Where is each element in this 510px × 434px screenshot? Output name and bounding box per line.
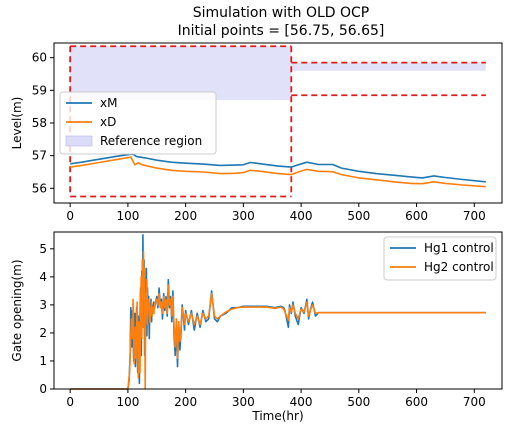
y-tick-label: 56 [32, 181, 47, 195]
series-line-xd [70, 156, 486, 188]
x-axis-label: Time(hr) [251, 409, 303, 423]
legend-label: Hg2 control [424, 260, 494, 274]
x-tick-label: 100 [116, 395, 139, 409]
legend: Hg1 control Hg2 control [383, 236, 497, 281]
gate-opening-plot: 0 100 200 300 400 500 600 700 0 1 2 3 4 5 Gate opening… [10, 231, 503, 423]
legend-label: Reference region [100, 134, 202, 148]
x-tick-label: 300 [232, 209, 255, 223]
x-tick-label: 600 [405, 395, 428, 409]
series-line-xm [70, 153, 486, 183]
y-tick-label: 4 [39, 270, 47, 284]
legend-box [59, 91, 217, 155]
reference-fill-1 [70, 46, 292, 101]
legend-label: xD [100, 115, 116, 129]
series-line-hg2-control [70, 250, 486, 390]
plot-frame [53, 231, 503, 390]
y-tick-label: 5 [39, 242, 47, 256]
x-tick-label: 500 [347, 209, 370, 223]
y-tick-label: 3 [39, 298, 47, 312]
x-tick-label: 100 [116, 209, 139, 223]
legend-swatch-reference [65, 135, 93, 147]
x-tick-label: 700 [463, 209, 486, 223]
x-tick-label: 0 [66, 209, 74, 223]
legend: xM xD Reference region [59, 91, 217, 155]
legend-label: Hg1 control [424, 241, 494, 255]
legend-label: xM [100, 96, 117, 110]
x-tick-label: 400 [290, 209, 313, 223]
level-plot: 0 100 200 300 400 500 600 700 56 57 58 59 60 Level(m)… [10, 42, 503, 223]
x-tick-label: 300 [232, 395, 255, 409]
y-tick-label: 58 [32, 116, 47, 130]
y-tick-label: 60 [32, 51, 47, 65]
x-tick-label: 700 [463, 395, 486, 409]
x-tick-label: 200 [174, 209, 197, 223]
x-tick-label: 600 [405, 209, 428, 223]
x-tick-label: 0 [66, 395, 74, 409]
reference-fill-2 [291, 62, 486, 71]
y-tick-label: 57 [32, 149, 47, 163]
y-axis-label: Gate opening(m) [10, 259, 24, 361]
chart-title-line2: Initial points = [56.75, 56.65] [178, 23, 385, 39]
x-tick-label: 400 [290, 395, 313, 409]
y-tick-label: 59 [32, 83, 47, 97]
x-tick-label: 500 [347, 395, 370, 409]
y-tick-label: 2 [39, 326, 47, 340]
chart-title-line1: Simulation with OLD OCP [193, 5, 369, 21]
y-tick-label: 0 [39, 382, 47, 396]
y-tick-label: 1 [39, 354, 47, 368]
x-tick-label: 200 [174, 395, 197, 409]
y-axis-label: Level(m) [10, 97, 24, 150]
